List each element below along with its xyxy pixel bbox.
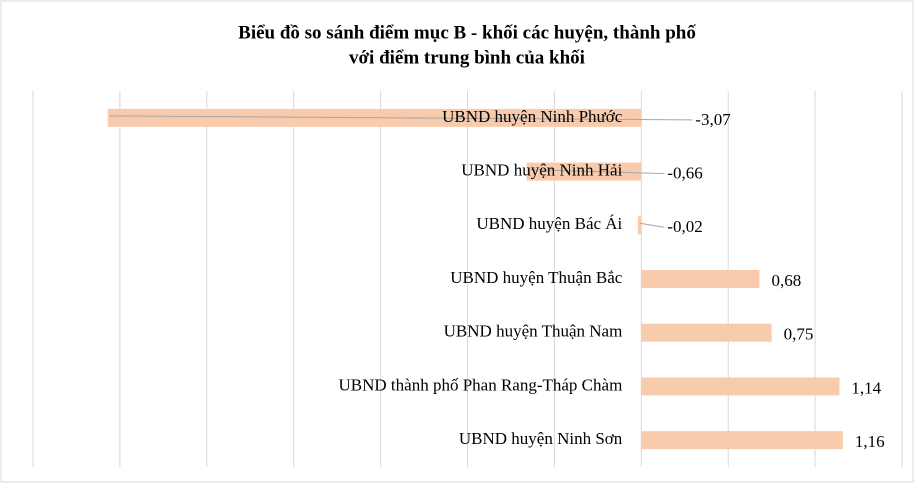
bar xyxy=(641,323,772,342)
y-tick-label: UBND huyện Ninh Phước xyxy=(442,107,623,126)
y-tick-label: UBND huyện Ninh Sơn xyxy=(459,429,623,448)
bar xyxy=(641,431,843,450)
value-label: 1,14 xyxy=(851,378,881,397)
y-tick-label: UBND huyện Thuận Nam xyxy=(444,322,623,341)
y-tick-label: UBND huyện Thuận Bắc xyxy=(450,268,622,287)
leader-line xyxy=(109,115,693,121)
leader-line xyxy=(639,222,665,228)
y-tick-label: UBND huyện Bác Ái xyxy=(476,214,622,233)
bar xyxy=(641,270,760,288)
bar xyxy=(641,377,840,396)
value-label: -3,07 xyxy=(695,110,731,129)
value-label: 1,16 xyxy=(855,432,885,451)
value-label: -0,66 xyxy=(667,163,702,182)
value-label: 0,68 xyxy=(771,271,801,290)
value-label: 0,75 xyxy=(784,325,814,344)
chart-title: với điểm trung bình của khối xyxy=(349,47,585,68)
chart-title: Biểu đồ so sánh điểm mục B - khối các hu… xyxy=(238,22,696,43)
y-tick-label: UBND huyện Ninh Hải xyxy=(461,160,622,179)
value-label: -0,02 xyxy=(667,217,702,236)
y-tick-label: UBND thành phố Phan Rang-Tháp Chàm xyxy=(339,375,623,394)
leader-line xyxy=(528,169,665,175)
bar xyxy=(637,216,642,235)
